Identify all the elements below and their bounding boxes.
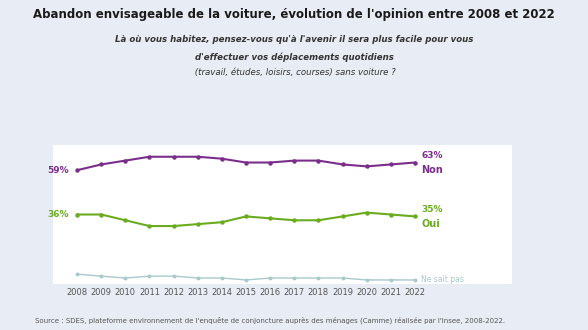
Text: Abandon envisageable de la voiture, évolution de l'opinion entre 2008 et 2022: Abandon envisageable de la voiture, évol… — [33, 8, 555, 21]
Text: Oui: Oui — [421, 219, 440, 229]
Text: d'effectuer vos déplacements quotidiens: d'effectuer vos déplacements quotidiens — [195, 53, 393, 62]
Text: Ne sait pas: Ne sait pas — [421, 276, 464, 284]
Text: 63%: 63% — [421, 150, 443, 160]
Text: Source : SDES, plateforme environnement de l'enquête de conjoncture auprès des m: Source : SDES, plateforme environnement … — [35, 316, 506, 324]
Text: 59%: 59% — [47, 166, 69, 175]
Text: (travail, études, loisirs, courses) sans voiture ?: (travail, études, loisirs, courses) sans… — [192, 68, 396, 77]
Text: Là où vous habitez, pensez-vous qu'à l'avenir il sera plus facile pour vous: Là où vous habitez, pensez-vous qu'à l'a… — [115, 35, 473, 44]
Text: 36%: 36% — [47, 210, 69, 219]
Text: 35%: 35% — [421, 205, 443, 214]
Text: Non: Non — [421, 165, 443, 176]
